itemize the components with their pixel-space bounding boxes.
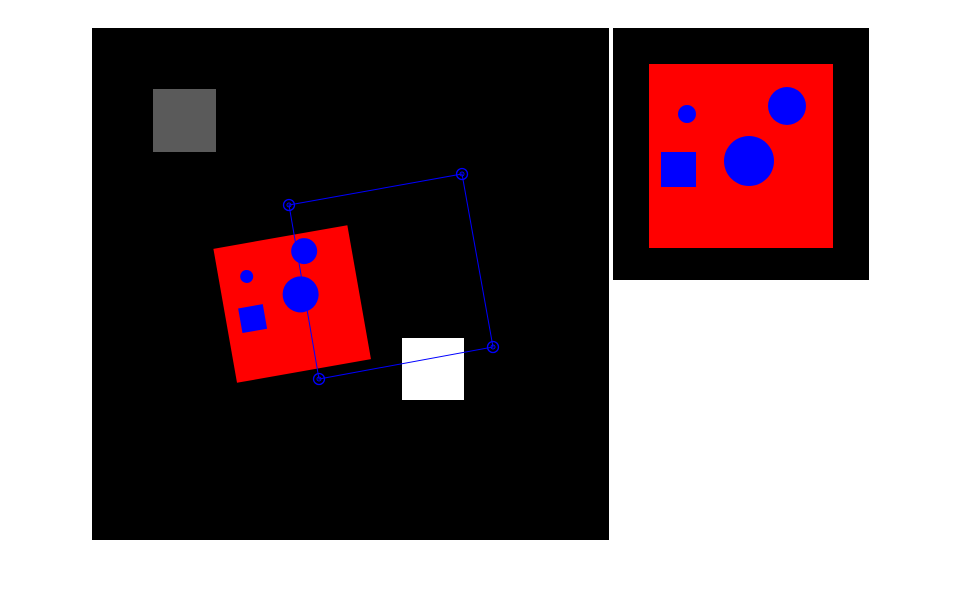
corner-handle-bottom-left[interactable] bbox=[312, 372, 326, 386]
circle-handle-icon bbox=[312, 372, 326, 386]
gray-square bbox=[153, 89, 216, 152]
large-circle bbox=[282, 276, 319, 313]
circle-handle-icon bbox=[459, 171, 465, 177]
circle-handle-icon bbox=[286, 202, 292, 208]
preview-small-circle bbox=[678, 105, 696, 123]
corner-handle-top-right[interactable] bbox=[455, 167, 469, 181]
white-square bbox=[402, 338, 464, 400]
circle-handle-icon bbox=[486, 340, 500, 354]
circle-handle-icon bbox=[455, 167, 469, 181]
preview-large-circle bbox=[724, 136, 774, 186]
blue-square bbox=[238, 304, 268, 334]
preview-canvas bbox=[613, 28, 869, 280]
preview-blue-square bbox=[661, 152, 696, 187]
circle-handle-icon bbox=[490, 344, 496, 350]
small-circle bbox=[240, 269, 254, 283]
circle-handle-icon bbox=[316, 376, 322, 382]
main-canvas-svg bbox=[153, 89, 500, 406]
selection-outline bbox=[288, 173, 494, 380]
rotated-card[interactable] bbox=[190, 202, 395, 406]
preview-medium-circle bbox=[768, 87, 806, 125]
main-canvas[interactable] bbox=[92, 28, 609, 540]
corner-handle-top-left[interactable] bbox=[282, 198, 296, 212]
circle-handle-icon bbox=[282, 198, 296, 212]
corner-handle-bottom-right[interactable] bbox=[486, 340, 500, 354]
preview-canvas-svg bbox=[649, 64, 833, 248]
